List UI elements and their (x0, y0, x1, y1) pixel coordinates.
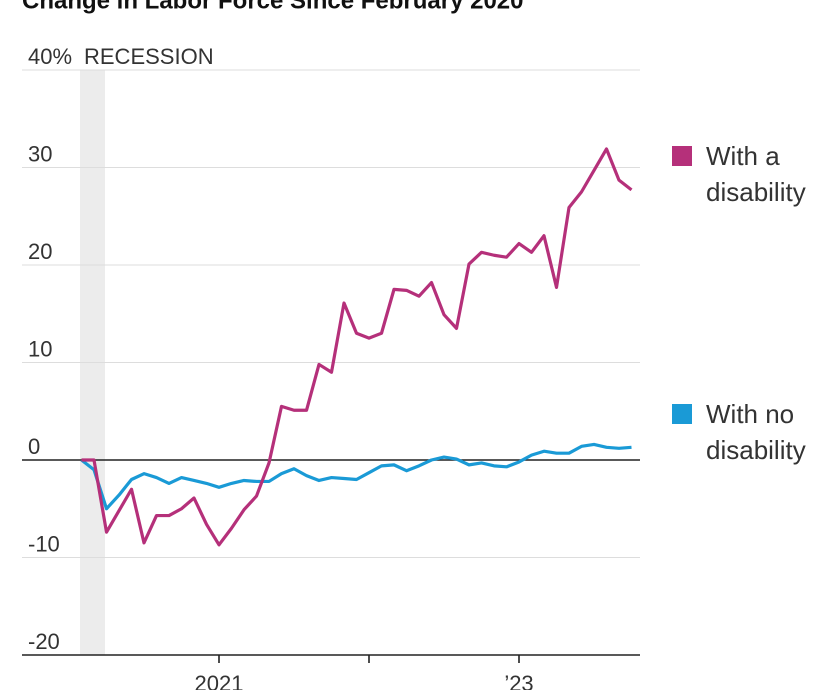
recession-label: RECESSION (84, 44, 214, 69)
legend-swatch (672, 404, 692, 424)
legend-item: With a disability (672, 138, 840, 210)
y-tick-label: -20 (28, 629, 60, 654)
legend-item: With no disability (672, 396, 840, 468)
y-tick-label: 30 (28, 142, 52, 167)
y-tick-label: 40% (28, 44, 72, 69)
y-tick-label: 0 (28, 434, 40, 459)
legend-swatch (672, 146, 692, 166)
series-line (81, 147, 633, 547)
chart-title: Change in Labor Force Since February 202… (22, 0, 524, 14)
series-line (80, 442, 632, 511)
legend-label: With no disability (706, 399, 806, 465)
x-tick-label: 2021 (195, 671, 244, 690)
x-tick-label: ’23 (504, 671, 533, 690)
y-tick-label: 20 (28, 239, 52, 264)
y-tick-label: 10 (28, 337, 52, 362)
y-tick-label: -10 (28, 532, 60, 557)
legend-label: With a disability (706, 141, 806, 207)
